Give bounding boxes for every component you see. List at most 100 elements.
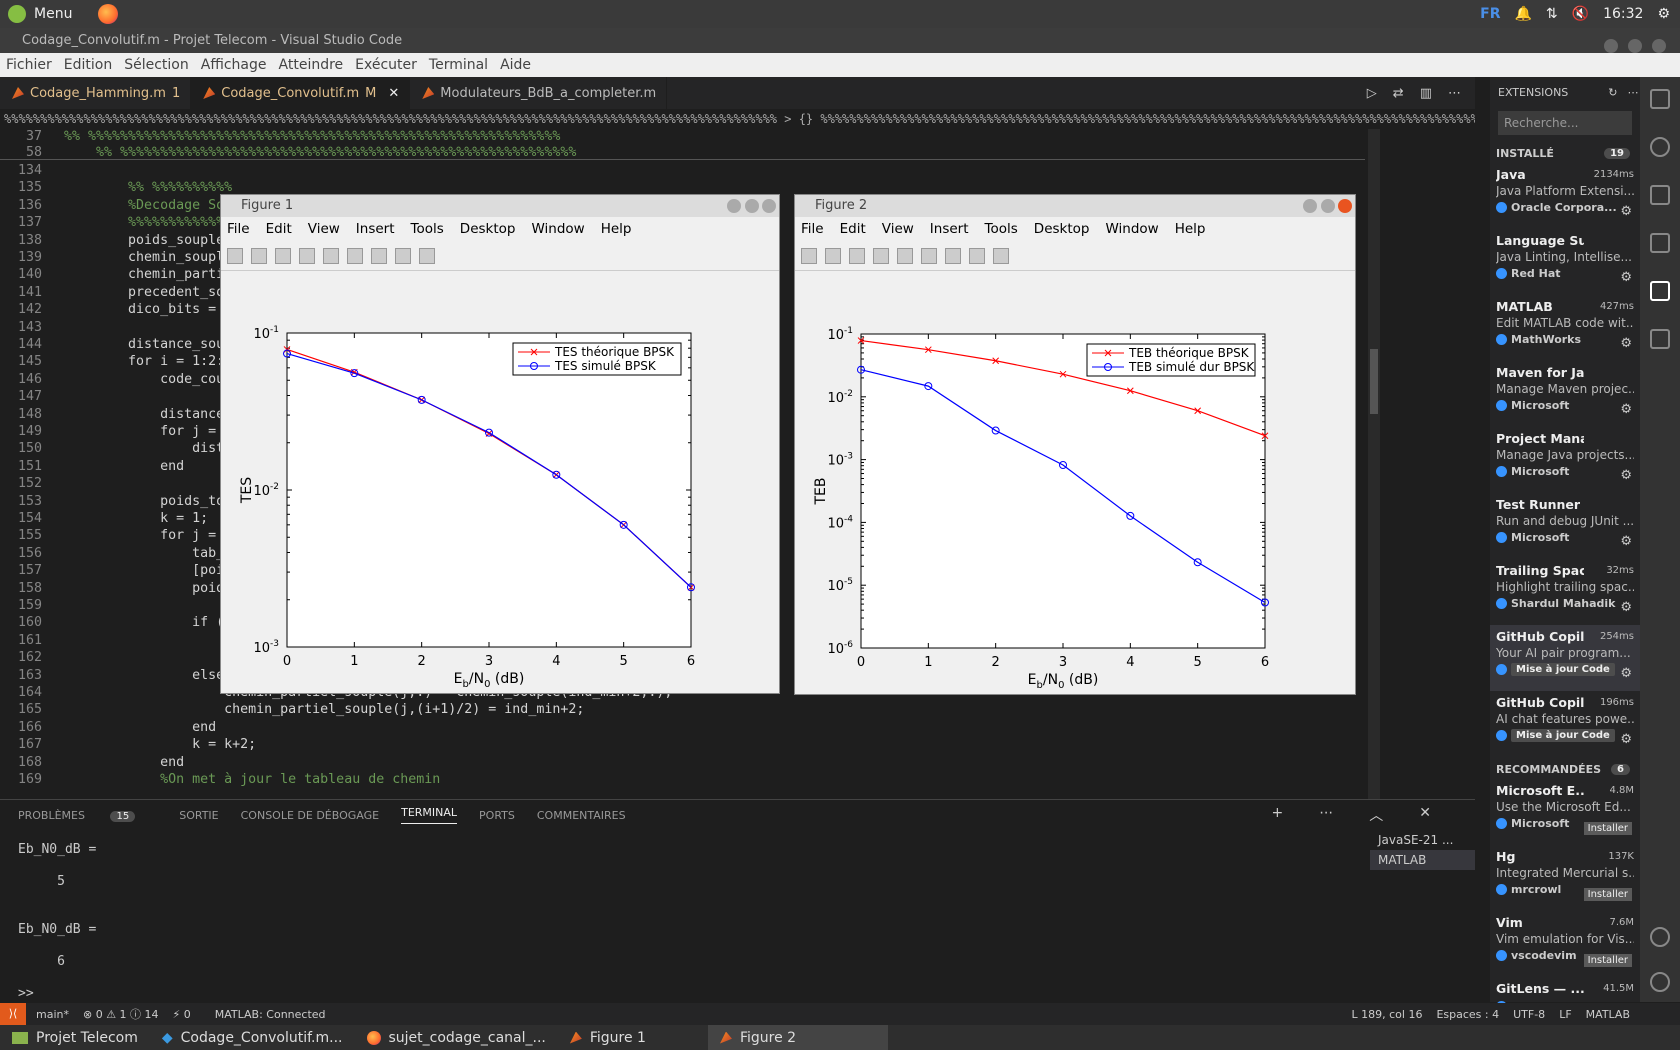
- update-code-button[interactable]: Mise à jour Code: [1511, 663, 1615, 676]
- firefox-icon[interactable]: [98, 4, 119, 24]
- network-icon[interactable]: ⇅: [1545, 6, 1558, 22]
- new-figure-icon[interactable]: [801, 247, 817, 264]
- new-figure-icon[interactable]: [227, 247, 243, 264]
- panel-tab-ports[interactable]: PORTS: [479, 808, 515, 822]
- legend-icon[interactable]: [945, 247, 961, 264]
- figure-close-button[interactable]: [762, 199, 776, 213]
- maximize-panel-icon[interactable]: ︿: [1369, 808, 1384, 824]
- panel-tab-comments[interactable]: COMMENTAIRES: [536, 808, 626, 822]
- new-terminal-icon[interactable]: +: [1271, 805, 1284, 821]
- terminal-output[interactable]: Eb_N0_dB = 5 Eb_N0_dB = 6 >>: [18, 842, 97, 1001]
- run-icon[interactable]: ▷: [1366, 85, 1377, 101]
- tab-codage-convolutif[interactable]: Codage_Convolutif.m M ✕: [191, 77, 411, 109]
- figure-2-plot[interactable]: 10-6 10-5 10-4 10-3 10-2 10-1 0 1 2 3 4 5 6 Eb/N0 (dB…: [795, 271, 1355, 694]
- tab-codage-hamming[interactable]: Codage_Hamming.m 1: [0, 77, 192, 109]
- eol[interactable]: LF: [1559, 1007, 1572, 1021]
- extension-gear-icon[interactable]: ⚙: [1620, 270, 1632, 285]
- figure-title-bar[interactable]: Figure 1: [221, 195, 779, 217]
- remote-explorer-icon[interactable]: [1650, 329, 1670, 349]
- terminal-item-matlab[interactable]: MATLAB: [1370, 850, 1475, 870]
- minimize-button[interactable]: [1603, 38, 1618, 53]
- search-icon[interactable]: [1650, 137, 1670, 157]
- close-tab-icon[interactable]: ✕: [388, 85, 400, 101]
- figure-menu-desktop[interactable]: Desktop: [1033, 221, 1090, 237]
- install-button[interactable]: Installer: [1583, 954, 1632, 967]
- menu-terminal[interactable]: Terminal: [428, 57, 489, 73]
- menu-help[interactable]: Aide: [500, 57, 532, 73]
- property-editor-icon[interactable]: [993, 247, 1009, 264]
- panel-tab-output[interactable]: SORTIE: [179, 808, 219, 822]
- figure-menu-insert[interactable]: Insert: [355, 221, 395, 237]
- taskbar-item-figure1[interactable]: Figure 1: [558, 1025, 658, 1050]
- property-editor-icon[interactable]: [419, 247, 435, 264]
- more-actions-icon[interactable]: ⋯: [1448, 85, 1461, 101]
- link-plot-icon[interactable]: [323, 247, 339, 264]
- colorbar-icon[interactable]: [347, 247, 363, 264]
- installed-section-header[interactable]: INSTALLÉ 19: [1490, 143, 1640, 163]
- figure-menu-view[interactable]: View: [881, 221, 914, 237]
- figure-maximize-button[interactable]: [1321, 199, 1335, 213]
- notification-bell-icon[interactable]: 🔔: [1514, 6, 1532, 22]
- pointer-icon[interactable]: [395, 247, 411, 264]
- link-plot-icon[interactable]: [897, 247, 913, 264]
- figure-menu-file[interactable]: File: [227, 221, 250, 237]
- extension-gear-icon[interactable]: ⚙: [1620, 534, 1632, 549]
- ports-indicator[interactable]: ⚡ 0: [172, 1007, 191, 1021]
- os-menu-button[interactable]: Menu: [0, 4, 119, 24]
- figure-close-button[interactable]: [1338, 199, 1352, 213]
- more-icon[interactable]: ⋯: [1627, 85, 1639, 99]
- extension-item[interactable]: Java 2134ms Java Platform Extensi... Oracle…: [1490, 163, 1640, 229]
- close-window-button[interactable]: [1652, 38, 1666, 53]
- open-icon[interactable]: [825, 247, 841, 264]
- figure-menu-edit[interactable]: Edit: [265, 221, 292, 237]
- extension-gear-icon[interactable]: ⚙: [1620, 600, 1632, 615]
- extension-gear-icon[interactable]: ⚙: [1620, 666, 1632, 681]
- language-mode[interactable]: MATLAB: [1585, 1007, 1630, 1021]
- colorbar-icon[interactable]: [921, 247, 937, 264]
- install-button[interactable]: Installer: [1583, 822, 1632, 835]
- tab-modulateurs[interactable]: Modulateurs_BdB_a_completer.m: [410, 77, 668, 109]
- taskbar-item-folder[interactable]: Projet Telecom: [0, 1025, 150, 1050]
- figure-2-window[interactable]: Figure 2 File Edit View Insert Tools Des…: [794, 194, 1356, 695]
- volume-muted-icon[interactable]: 🔇: [1571, 6, 1590, 22]
- figure-menu-file[interactable]: File: [801, 221, 824, 237]
- refresh-icon[interactable]: ↻: [1608, 85, 1618, 99]
- save-icon[interactable]: [849, 247, 865, 264]
- extension-item[interactable]: GitHub Copil... 196ms AI chat features pow…: [1490, 691, 1640, 757]
- figure-menu-help[interactable]: Help: [600, 221, 632, 237]
- extension-item[interactable]: Test Runner for Java Run and debug JUnit …: [1490, 493, 1640, 559]
- branch-indicator[interactable]: main*: [36, 1007, 69, 1021]
- matlab-status[interactable]: MATLAB: Connected: [214, 1007, 326, 1021]
- extension-gear-icon[interactable]: ⚙: [1620, 468, 1632, 483]
- run-debug-icon[interactable]: [1650, 233, 1670, 253]
- update-code-button[interactable]: Mise à jour Code: [1511, 729, 1615, 742]
- menu-selection[interactable]: Sélection: [124, 57, 189, 73]
- extension-gear-icon[interactable]: ⚙: [1620, 204, 1632, 219]
- figure-menu-tools[interactable]: Tools: [984, 221, 1018, 237]
- pointer-icon[interactable]: [969, 247, 985, 264]
- keyboard-layout-indicator[interactable]: FR: [1480, 6, 1501, 22]
- menu-view[interactable]: Affichage: [200, 57, 267, 73]
- account-icon[interactable]: [1650, 927, 1670, 947]
- indentation[interactable]: Espaces : 4: [1436, 1007, 1500, 1021]
- cursor-position[interactable]: L 189, col 16: [1351, 1007, 1423, 1021]
- save-icon[interactable]: [275, 247, 291, 264]
- editor-scrollbar[interactable]: [1368, 129, 1380, 799]
- encoding[interactable]: UTF-8: [1513, 1007, 1546, 1021]
- figure-1-plot[interactable]: 10-3 10-2 10-1 0 1 2 3 4 5 6 Eb/N0 (dB) TES TES théo…: [221, 271, 779, 693]
- figure-menu-tools[interactable]: Tools: [410, 221, 444, 237]
- panel-tab-debug-console[interactable]: CONSOLE DE DÉBOGAGE: [240, 808, 380, 822]
- menu-go[interactable]: Atteindre: [278, 57, 344, 73]
- figure-1-window[interactable]: Figure 1 File Edit View Insert Tools Des…: [220, 194, 780, 694]
- extension-item[interactable]: Project Manager for ... Manage Java proje…: [1490, 427, 1640, 493]
- extension-gear-icon[interactable]: ⚙: [1620, 336, 1632, 351]
- figure-menu-insert[interactable]: Insert: [929, 221, 969, 237]
- figure-menu-window[interactable]: Window: [1105, 221, 1159, 237]
- figure-title-bar[interactable]: Figure 2: [795, 195, 1355, 217]
- print-icon[interactable]: [873, 247, 889, 264]
- menu-file[interactable]: Fichier: [6, 57, 52, 73]
- extension-item[interactable]: Microsoft E... 4.8M Use the Microsoft Ed..…: [1490, 779, 1640, 845]
- figure-maximize-button[interactable]: [745, 199, 759, 213]
- extension-item[interactable]: Hg 137K Integrated Mercurial s... mrcrowl In…: [1490, 845, 1640, 911]
- source-control-icon[interactable]: [1650, 185, 1670, 205]
